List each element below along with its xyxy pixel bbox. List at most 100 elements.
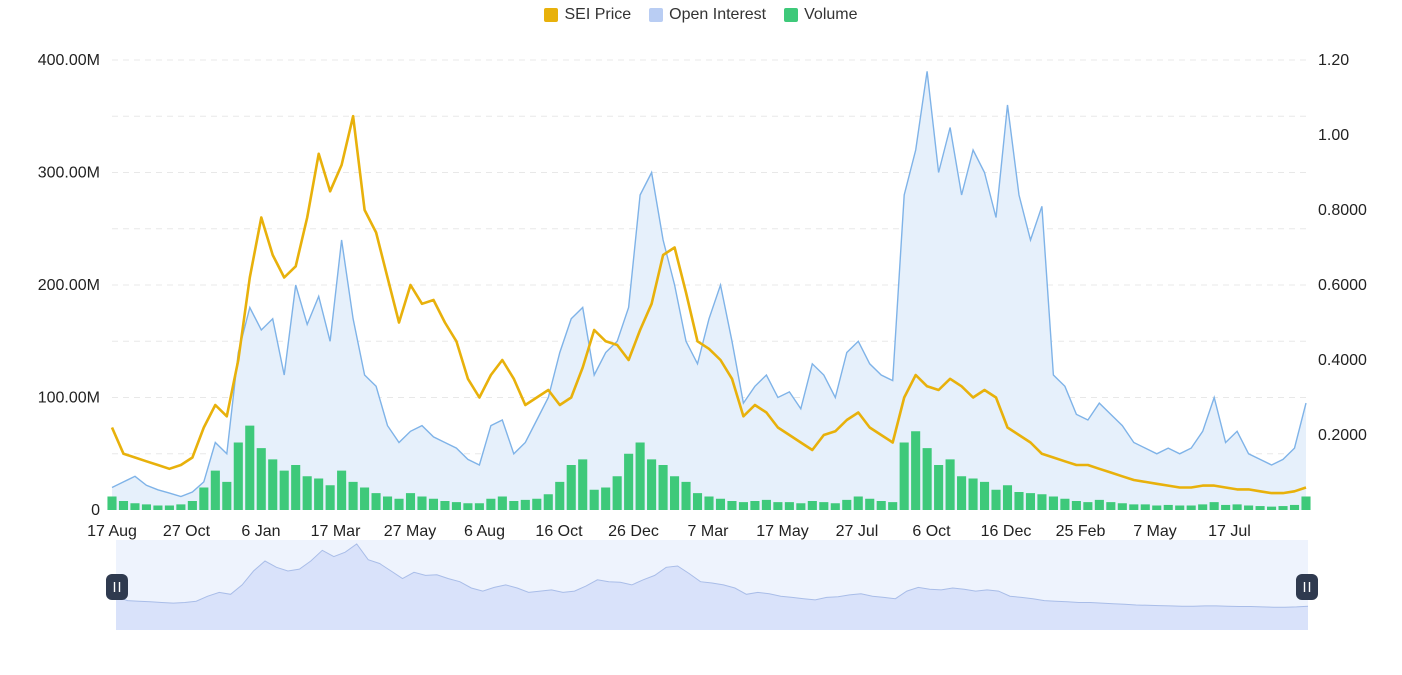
volume-bar xyxy=(245,425,255,510)
volume-bar xyxy=(624,453,634,510)
volume-bar xyxy=(1060,498,1070,510)
volume-bar xyxy=(979,481,990,510)
volume-bar xyxy=(819,502,829,510)
volume-bar xyxy=(1094,499,1104,510)
volume-bar xyxy=(291,465,301,510)
volume-bar xyxy=(130,503,140,510)
volume-bar xyxy=(348,481,358,510)
volume-bar xyxy=(532,498,542,510)
volume-bar xyxy=(589,489,599,510)
volume-bar xyxy=(325,485,335,510)
left-axis-tick-label: 0 xyxy=(91,502,100,519)
volume-bar xyxy=(164,505,174,510)
left-axis-tick-label: 100.00M xyxy=(38,390,100,407)
handle-body xyxy=(1296,574,1318,600)
volume-bar xyxy=(279,470,289,510)
volume-bar xyxy=(773,502,783,510)
volume-bar xyxy=(761,499,771,510)
x-axis-tick-label: 27 May xyxy=(384,523,436,540)
left-axis-tick-label: 400.00M xyxy=(38,52,100,69)
x-axis-tick-label: 16 Oct xyxy=(535,523,583,540)
x-axis-tick-label: 17 Jul xyxy=(1208,523,1251,540)
volume-bar xyxy=(1221,504,1231,510)
volume-bar xyxy=(405,493,416,510)
volume-bar xyxy=(1140,504,1150,510)
right-axis-tick-label: 1.20 xyxy=(1318,52,1349,69)
navigator-area xyxy=(116,544,1308,630)
volume-bar xyxy=(704,496,714,510)
volume-bar xyxy=(1289,504,1300,510)
volume-bar xyxy=(715,498,726,510)
volume-bar xyxy=(371,493,381,510)
navigator-left-handle[interactable] xyxy=(106,574,128,600)
x-axis-tick-label: 16 Dec xyxy=(981,523,1032,540)
volume-bar xyxy=(1186,505,1196,510)
volume-bar xyxy=(1175,505,1185,510)
x-axis-tick-label: 25 Feb xyxy=(1056,523,1106,540)
legend-item-price[interactable]: SEI Price xyxy=(544,6,631,24)
legend-label-open-interest: Open Interest xyxy=(669,6,767,23)
volume-bar xyxy=(853,496,863,510)
left-axis-tick-label: 200.00M xyxy=(38,277,100,294)
volume-bar xyxy=(233,442,243,510)
x-axis-tick-label: 17 Mar xyxy=(311,523,361,540)
legend-item-volume[interactable]: Volume xyxy=(784,6,858,24)
volume-bar xyxy=(1037,494,1047,510)
volume-bar xyxy=(107,496,117,510)
range-navigator[interactable] xyxy=(106,540,1318,630)
navigator-line xyxy=(115,543,1309,608)
volume-bar xyxy=(681,481,691,510)
volume-bar xyxy=(141,504,151,510)
volume-bar xyxy=(692,493,703,510)
volume-bar xyxy=(440,501,450,510)
volume-bar xyxy=(497,496,507,510)
volume-bar xyxy=(738,502,748,510)
legend: SEI Price Open Interest Volume xyxy=(0,6,1402,24)
volume-bar xyxy=(360,487,370,510)
volume-bar xyxy=(153,505,163,510)
volume-bar xyxy=(601,487,611,510)
legend-item-open-interest[interactable]: Open Interest xyxy=(649,6,766,24)
volume-bar xyxy=(888,502,898,510)
left-axis: 0 100.00M 200.00M 300.00M 400.00M xyxy=(38,52,100,519)
legend-label-volume: Volume xyxy=(804,6,858,23)
legend-label-price: SEI Price xyxy=(564,6,632,23)
price-line xyxy=(110,114,1307,495)
x-axis-tick-label: 26 Dec xyxy=(608,523,659,540)
open-interest-series xyxy=(111,71,1307,511)
volume-bar xyxy=(658,465,668,510)
volume-bar xyxy=(1129,504,1139,510)
volume-bar xyxy=(187,501,197,510)
open-interest-line xyxy=(111,71,1307,498)
volume-bar xyxy=(670,476,680,510)
volume-bar xyxy=(555,481,565,510)
volume-bar xyxy=(337,470,347,510)
volume-bar xyxy=(176,504,186,510)
right-axis-tick-label: 0.2000 xyxy=(1318,427,1367,444)
volume-bar xyxy=(1083,502,1093,510)
volume-bar xyxy=(1209,502,1219,510)
left-axis-tick-label: 300.00M xyxy=(38,165,100,182)
open-interest-area xyxy=(112,71,1306,511)
volume-bar xyxy=(830,503,840,510)
volume-bar xyxy=(1048,496,1058,510)
volume-bar xyxy=(1244,505,1254,510)
volume-bar xyxy=(635,442,645,510)
volume-bar xyxy=(911,431,921,510)
volume-bar xyxy=(1106,502,1116,510)
x-axis-tick-label: 6 Oct xyxy=(912,523,951,540)
x-axis-tick-label: 27 Jul xyxy=(836,523,879,540)
x-axis-tick-label: 27 Oct xyxy=(163,523,211,540)
volume-bar xyxy=(520,499,530,510)
volume-bar xyxy=(486,498,496,510)
volume-bar xyxy=(1117,503,1127,510)
volume-bar xyxy=(118,501,129,510)
right-axis-tick-label: 0.8000 xyxy=(1318,202,1367,219)
volume-bar xyxy=(210,470,220,510)
legend-swatch-open-interest xyxy=(649,8,664,22)
volume-bar xyxy=(922,448,932,510)
navigator-right-handle[interactable] xyxy=(1296,574,1318,600)
volume-bar xyxy=(1301,496,1311,510)
volume-bar xyxy=(1071,501,1081,510)
